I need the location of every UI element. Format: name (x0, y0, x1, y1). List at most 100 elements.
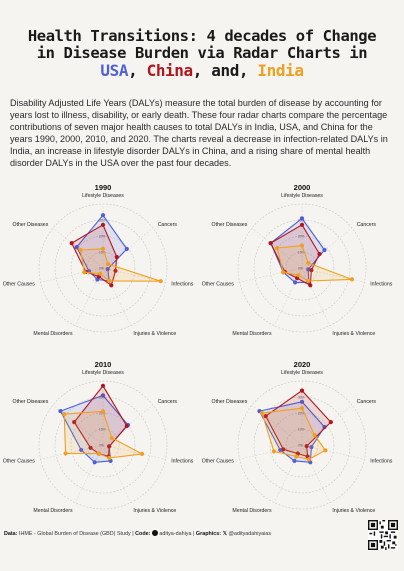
series-india-point (271, 449, 276, 454)
series-india-point (299, 243, 305, 248)
title-sep-1: , (128, 61, 147, 80)
series-india-point (105, 261, 111, 267)
series-china-point (304, 444, 309, 449)
series-india-point (107, 455, 112, 461)
axis-label: Injuries & Violence (332, 508, 375, 514)
axis-label: Mental Disorders (232, 508, 272, 514)
series-usa-point (306, 267, 311, 272)
series-india-point (82, 270, 87, 275)
axis-label: Mental Disorders (232, 331, 272, 337)
series-india-point (100, 246, 106, 251)
series-india-point (107, 278, 112, 284)
series-china-point (299, 222, 305, 227)
axis-label: Infections (171, 458, 194, 464)
footer-data-source: IHME - Global Burden of Disease (GBD) St… (18, 531, 131, 537)
title-china: China (146, 61, 194, 80)
x-twitter-icon: 𝕏 (222, 531, 227, 537)
series-india-point (139, 451, 145, 456)
series-china-point (109, 283, 114, 288)
series-india-point (281, 270, 286, 275)
axis-label: Other Diseases (212, 399, 248, 405)
series-china-point (88, 445, 93, 450)
series-china-point (268, 241, 273, 246)
series-usa-point (92, 460, 97, 465)
series-india-area (63, 410, 143, 459)
axis-label: Injuries & Violence (133, 331, 176, 337)
series-china-area (71, 224, 118, 286)
radar-chart-1990: 1990 0% 10% 20% 30% Lifestyle Diseases Cancers… (3, 183, 194, 337)
axis-label: Other Causes (3, 281, 35, 287)
axis-label: Lifestyle Diseases (281, 370, 323, 376)
series-india-point (62, 412, 67, 417)
axis-label: Lifestyle Diseases (82, 193, 124, 199)
series-usa-point (100, 393, 106, 398)
footer-code-handle[interactable]: aditya-dahiya (159, 531, 192, 537)
series-usa-point (299, 399, 305, 404)
page-title: Health Transitions: 4 decades of Change … (0, 27, 404, 80)
series-china-point (107, 444, 112, 449)
axis-label: Other Causes (202, 281, 234, 287)
radar-chart-2020: 2020 0% 10% 20% 30% Lifestyle Diseases Cancers… (202, 360, 393, 514)
ring-label: 10% (99, 251, 106, 255)
ring-label: 10% (298, 251, 305, 255)
ring-label: 10% (298, 428, 305, 432)
axis-label: Other Diseases (13, 222, 49, 228)
ring-label: 30% (298, 219, 305, 223)
series-india-point (306, 278, 311, 284)
title-line-1: Health Transitions: 4 decades of Change (27, 27, 377, 45)
ring-label: 0% (298, 267, 303, 271)
series-india-point (349, 277, 354, 282)
series-usa-point (293, 280, 298, 285)
chart-title: 1990 (95, 183, 112, 192)
ring-label: 0% (298, 444, 303, 448)
series-china-point (328, 420, 333, 425)
series-india-point (96, 451, 101, 456)
description: Disability Adjusted Life Years (DALYs) m… (10, 98, 388, 169)
axis-label: Other Causes (3, 458, 35, 464)
series-india-point (306, 457, 311, 462)
series-china-point (100, 222, 106, 227)
axis-label: Injuries & Violence (332, 331, 375, 337)
series-india-point (100, 409, 106, 414)
footer-data-label: Data: (4, 531, 18, 537)
radar-chart-2000: 2000 0% 10% 20% 30% Lifestyle Diseases Cancers… (202, 183, 393, 337)
axis-label: Infections (370, 458, 393, 464)
axis-label: Other Diseases (13, 399, 49, 405)
grid-spoke (301, 444, 330, 503)
footer-code-label: Code: (135, 531, 151, 537)
axis-label: Lifestyle Diseases (82, 370, 124, 376)
axis-label: Other Diseases (212, 222, 248, 228)
ring-label: 0% (99, 444, 104, 448)
grid-ring (54, 219, 152, 317)
grid-spoke (239, 444, 303, 460)
series-usa-point (58, 409, 63, 414)
axis-label: Lifestyle Diseases (281, 193, 323, 199)
chart-title: 2000 (294, 183, 311, 192)
axis-label: Mental Disorders (33, 508, 73, 514)
series-china-point (113, 268, 118, 273)
ring-label: 20% (298, 235, 305, 239)
series-china-point (309, 268, 314, 273)
axis-label: Cancers (158, 222, 178, 228)
series-usa-point (79, 447, 84, 453)
series-china-point (124, 423, 129, 429)
footer: Data: IHME - Global Burden of Disease (G… (4, 530, 271, 537)
series-india-point (259, 411, 265, 416)
grid-spoke (301, 227, 353, 269)
ring-label: 30% (99, 396, 106, 400)
series-china-point (69, 241, 74, 246)
grid-spoke (301, 404, 353, 446)
axis-label: Cancers (357, 399, 377, 405)
title-usa: USA (100, 61, 129, 80)
series-india-point (78, 247, 83, 253)
series-china-area (265, 390, 332, 458)
grid-spoke (301, 267, 330, 326)
ring-label: 20% (99, 235, 106, 239)
series-india-point (299, 406, 305, 411)
series-india-point (306, 260, 311, 266)
qr-code-icon (368, 520, 398, 550)
footer-graphics-handle[interactable]: @adityadahiyaias (228, 531, 272, 537)
series-china-point (72, 420, 77, 425)
axis-label: Infections (171, 281, 194, 287)
series-usa-point (74, 245, 79, 250)
